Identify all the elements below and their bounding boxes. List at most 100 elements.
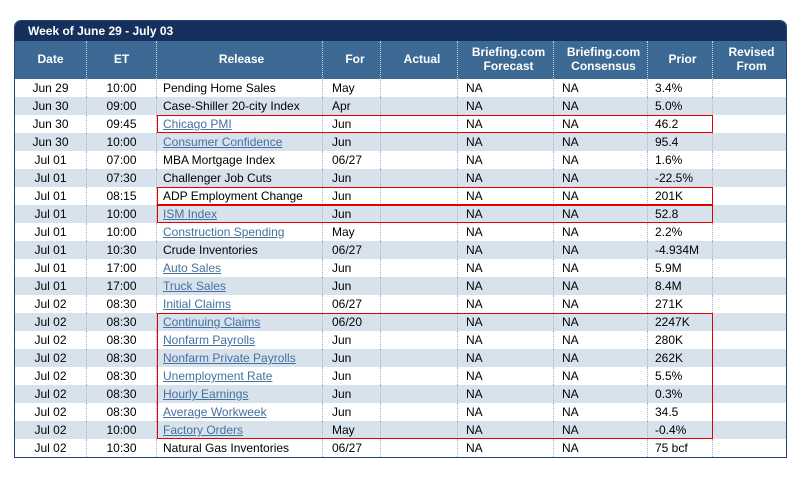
release-link[interactable]: Average Workweek	[163, 405, 267, 419]
cell-consensus: NA	[554, 349, 648, 367]
header-cell-release: Release	[157, 41, 323, 79]
release-link[interactable]: Initial Claims	[163, 297, 232, 311]
release-link[interactable]: Factory Orders	[163, 423, 244, 437]
cell-consensus: NA	[554, 277, 648, 295]
cell-for: Jun	[323, 169, 381, 187]
cell-for: Jun	[323, 115, 381, 133]
cell-prior: 46.2	[648, 115, 713, 133]
release-link[interactable]: Nonfarm Private Payrolls	[163, 351, 296, 365]
cell-for: Jun	[323, 133, 381, 151]
cell-revised	[713, 259, 784, 277]
table-row: Jul 02 08:30 Nonfarm Private Payrolls Jun NA…	[15, 349, 786, 367]
cell-revised	[713, 205, 784, 223]
cell-forecast: NA	[458, 313, 554, 331]
cell-date: Jul 01	[15, 223, 87, 241]
cell-prior: 201K	[648, 187, 713, 205]
cell-for: May	[323, 223, 381, 241]
cell-date: Jul 02	[15, 367, 87, 385]
header-cell-forecast: Briefing.com Forecast	[458, 41, 554, 79]
cell-for: Jun	[323, 277, 381, 295]
cell-forecast: NA	[458, 421, 554, 439]
cell-actual	[381, 439, 458, 457]
release-link[interactable]: Construction Spending	[163, 225, 285, 239]
cell-revised	[713, 187, 784, 205]
cell-forecast: NA	[458, 79, 554, 97]
cell-date: Jul 01	[15, 241, 87, 259]
table-row: Jul 01 08:15 ADP Employment Change Jun NA NA 2…	[15, 187, 786, 205]
cell-revised	[713, 349, 784, 367]
cell-forecast: NA	[458, 133, 554, 151]
cell-et: 08:30	[87, 349, 157, 367]
cell-prior: -4.934M	[648, 241, 713, 259]
cell-for: Jun	[323, 403, 381, 421]
cell-release: Crude Inventories	[157, 241, 323, 259]
cell-actual	[381, 97, 458, 115]
cell-forecast: NA	[458, 367, 554, 385]
cell-for: Jun	[323, 385, 381, 403]
cell-release: Natural Gas Inventories	[157, 439, 323, 457]
cell-date: Jul 01	[15, 187, 87, 205]
cell-actual	[381, 385, 458, 403]
release-link[interactable]: ISM Index	[163, 207, 218, 221]
cell-prior: 5.9M	[648, 259, 713, 277]
cell-forecast: NA	[458, 241, 554, 259]
cell-forecast: NA	[458, 169, 554, 187]
cell-prior: 8.4M	[648, 277, 713, 295]
release-link[interactable]: Unemployment Rate	[163, 369, 273, 383]
release-link[interactable]: Consumer Confidence	[163, 135, 283, 149]
table-row: Jun 30 10:00 Consumer Confidence Jun NA NA 95.…	[15, 133, 786, 151]
cell-for: Jun	[323, 187, 381, 205]
cell-for: Jun	[323, 331, 381, 349]
cell-et: 10:00	[87, 133, 157, 151]
cell-forecast: NA	[458, 277, 554, 295]
cell-et: 10:00	[87, 79, 157, 97]
cell-consensus: NA	[554, 79, 648, 97]
header-cell-for: For	[323, 41, 381, 79]
cell-consensus: NA	[554, 385, 648, 403]
cell-for: 06/27	[323, 151, 381, 169]
cell-prior: 280K	[648, 331, 713, 349]
cell-date: Jul 01	[15, 151, 87, 169]
cell-consensus: NA	[554, 439, 648, 457]
cell-for: 06/27	[323, 439, 381, 457]
cell-et: 08:30	[87, 331, 157, 349]
cell-release: ISM Index	[157, 205, 323, 223]
cell-revised	[713, 241, 784, 259]
cell-forecast: NA	[458, 403, 554, 421]
cell-forecast: NA	[458, 115, 554, 133]
cell-et: 17:00	[87, 259, 157, 277]
table-row: Jul 01 10:30 Crude Inventories 06/27 NA NA -4.…	[15, 241, 786, 259]
cell-prior: 271K	[648, 295, 713, 313]
cell-et: 08:30	[87, 295, 157, 313]
table-row: Jul 02 10:30 Natural Gas Inventories 06/27 N…	[15, 439, 786, 457]
cell-et: 08:15	[87, 187, 157, 205]
cell-forecast: NA	[458, 151, 554, 169]
cell-forecast: NA	[458, 205, 554, 223]
cell-actual	[381, 313, 458, 331]
release-link[interactable]: Truck Sales	[163, 279, 226, 293]
release-link[interactable]: Continuing Claims	[163, 315, 261, 329]
cell-forecast: NA	[458, 223, 554, 241]
column-header-row: Date ET Release For Actual Briefing.com Forec…	[15, 41, 786, 79]
release-link[interactable]: Chicago PMI	[163, 117, 232, 131]
release-link[interactable]: Auto Sales	[163, 261, 222, 275]
cell-prior: 5.0%	[648, 97, 713, 115]
cell-for: 06/27	[323, 241, 381, 259]
cell-actual	[381, 277, 458, 295]
cell-prior: 52.8	[648, 205, 713, 223]
cell-date: Jul 02	[15, 331, 87, 349]
header-cell-date: Date	[15, 41, 87, 79]
release-link[interactable]: Hourly Earnings	[163, 387, 249, 401]
cell-prior: 34.5	[648, 403, 713, 421]
cell-forecast: NA	[458, 331, 554, 349]
release-link[interactable]: Nonfarm Payrolls	[163, 333, 256, 347]
cell-date: Jul 02	[15, 349, 87, 367]
cell-forecast: NA	[458, 349, 554, 367]
cell-consensus: NA	[554, 331, 648, 349]
cell-revised	[713, 403, 784, 421]
cell-date: Jul 02	[15, 313, 87, 331]
cell-revised	[713, 277, 784, 295]
cell-release: Initial Claims	[157, 295, 323, 313]
cell-release: MBA Mortgage Index	[157, 151, 323, 169]
cell-actual	[381, 241, 458, 259]
